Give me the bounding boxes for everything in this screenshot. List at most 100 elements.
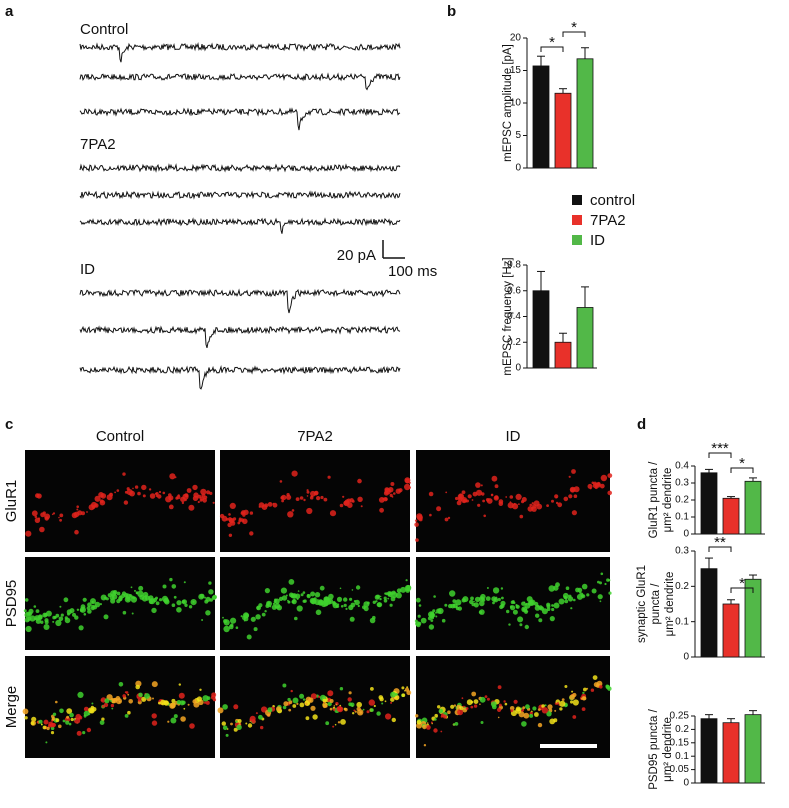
puncta: [187, 703, 190, 706]
puncta: [568, 475, 571, 478]
puncta: [428, 624, 435, 630]
puncta: [163, 700, 169, 705]
trace-group-label: 7PA2: [80, 136, 116, 153]
puncta: [491, 493, 493, 496]
puncta: [229, 502, 236, 509]
puncta: [151, 681, 158, 688]
puncta: [561, 698, 565, 701]
puncta: [499, 604, 504, 610]
puncta: [261, 612, 266, 617]
puncta: [452, 723, 456, 726]
puncta: [461, 697, 464, 700]
puncta: [470, 596, 474, 601]
bar: [744, 480, 762, 535]
puncta: [175, 496, 179, 500]
puncta: [581, 696, 587, 701]
puncta: [480, 593, 486, 600]
puncta: [227, 522, 232, 528]
puncta: [200, 488, 207, 495]
puncta: [116, 489, 120, 492]
puncta: [165, 496, 172, 503]
puncta: [291, 470, 298, 477]
puncta: [132, 487, 134, 490]
puncta: [131, 612, 134, 615]
puncta: [546, 504, 549, 507]
puncta: [605, 684, 610, 689]
puncta: [581, 583, 588, 590]
puncta: [235, 626, 239, 629]
puncta: [59, 513, 64, 518]
puncta: [185, 494, 189, 498]
puncta: [572, 715, 577, 719]
puncta: [332, 708, 336, 711]
puncta: [76, 508, 79, 511]
puncta: [391, 717, 396, 723]
puncta: [344, 707, 348, 712]
puncta: [249, 718, 252, 721]
puncta: [40, 620, 44, 624]
y-tick-label: 0: [683, 529, 689, 540]
puncta: [110, 703, 115, 708]
puncta: [292, 704, 297, 708]
y-axis-label: synaptic GluR1: [636, 565, 648, 643]
puncta: [389, 603, 393, 607]
puncta: [162, 491, 166, 495]
puncta: [498, 703, 502, 707]
puncta: [433, 595, 436, 598]
puncta: [524, 610, 528, 614]
puncta: [415, 714, 419, 718]
puncta: [544, 704, 547, 707]
puncta: [132, 596, 136, 600]
y-tick-label: 0.8: [507, 260, 521, 271]
trace: [79, 217, 401, 234]
bar: [722, 497, 740, 535]
puncta: [189, 723, 195, 729]
puncta: [599, 483, 605, 489]
puncta: [281, 494, 287, 501]
puncta: [363, 606, 369, 612]
puncta: [228, 624, 234, 630]
puncta: [366, 710, 370, 714]
puncta: [474, 596, 481, 603]
puncta: [450, 704, 455, 709]
puncta: [128, 699, 133, 704]
puncta: [354, 599, 360, 606]
puncta: [264, 610, 267, 613]
puncta: [417, 614, 421, 618]
puncta: [109, 492, 113, 497]
puncta: [465, 707, 469, 710]
significance-label: *: [549, 34, 555, 51]
puncta: [395, 693, 398, 696]
puncta: [202, 695, 209, 702]
puncta: [180, 496, 186, 503]
puncta: [319, 585, 325, 591]
significance-label: *: [739, 575, 745, 592]
y-tick-label: 0.4: [507, 311, 521, 322]
significance-label: *: [739, 455, 745, 472]
puncta: [384, 592, 387, 595]
puncta: [243, 616, 249, 622]
puncta: [513, 502, 516, 506]
puncta: [515, 605, 519, 608]
y-tick-label: 0.25: [670, 711, 690, 722]
puncta: [523, 712, 530, 719]
puncta: [535, 613, 540, 618]
puncta: [570, 700, 574, 704]
puncta: [559, 707, 563, 711]
puncta: [127, 710, 131, 715]
puncta: [138, 585, 144, 591]
puncta: [299, 693, 305, 699]
puncta: [90, 606, 95, 611]
puncta: [509, 706, 515, 711]
puncta: [205, 596, 211, 602]
puncta: [183, 581, 186, 584]
puncta: [430, 619, 434, 622]
puncta: [491, 596, 497, 602]
puncta: [582, 691, 585, 695]
puncta: [443, 714, 447, 719]
puncta: [208, 581, 212, 585]
puncta: [329, 707, 333, 711]
puncta: [178, 683, 181, 686]
bar: [722, 722, 740, 784]
puncta: [104, 698, 110, 704]
